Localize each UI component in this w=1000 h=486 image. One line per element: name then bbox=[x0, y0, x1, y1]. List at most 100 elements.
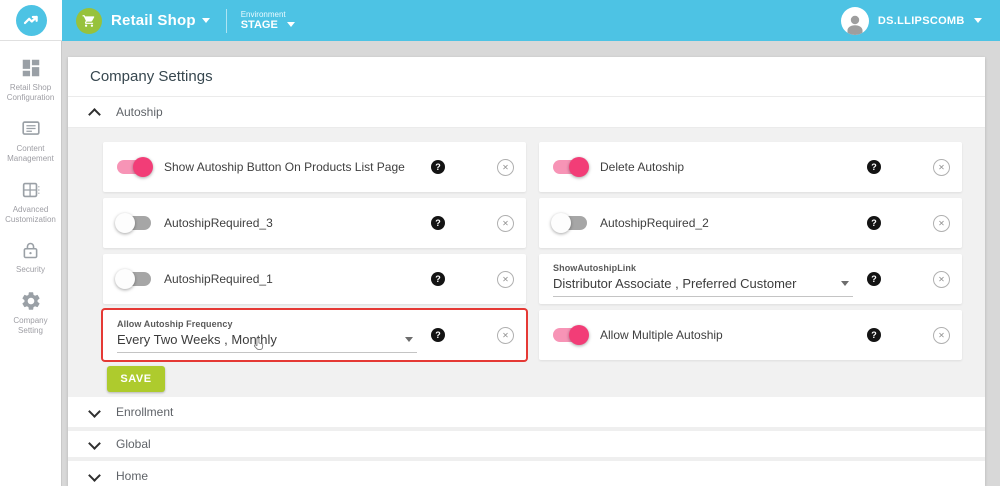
accordion-global[interactable]: Global bbox=[68, 431, 985, 457]
setting-card-show-autoship-link: ShowAutoshipLink Distributor Associate ,… bbox=[539, 254, 962, 304]
show-autoship-link-dropdown[interactable]: ShowAutoshipLink Distributor Associate ,… bbox=[553, 261, 853, 297]
shop-cart-icon bbox=[76, 7, 102, 34]
chevron-down-icon bbox=[90, 407, 100, 417]
toggle-knob bbox=[551, 213, 571, 233]
setting-label: Show Autoship Button On Products List Pa… bbox=[164, 160, 405, 174]
accordion-enrollment[interactable]: Enrollment bbox=[68, 397, 985, 427]
toggle-switch[interactable] bbox=[115, 213, 151, 233]
accordion-title: Global bbox=[116, 437, 151, 451]
help-icon[interactable]: ? bbox=[431, 160, 445, 174]
setting-label: Delete Autoship bbox=[600, 160, 685, 174]
help-icon[interactable]: ? bbox=[431, 272, 445, 286]
setting-card-autoship-required-3: AutoshipRequired_3 ? ✕ bbox=[103, 198, 526, 248]
main-panel: Company Settings Autoship Show Autoship … bbox=[68, 57, 985, 486]
toggle-switch[interactable] bbox=[115, 269, 151, 289]
accordion-home[interactable]: Home bbox=[68, 461, 985, 486]
help-icon[interactable]: ? bbox=[431, 328, 445, 342]
toggle-switch[interactable] bbox=[117, 157, 153, 177]
setting-label: Allow Multiple Autoship bbox=[600, 328, 723, 342]
remove-icon[interactable]: ✕ bbox=[933, 158, 950, 176]
chevron-down-icon bbox=[974, 18, 982, 24]
environment-value: STAGE bbox=[241, 19, 295, 32]
avatar[interactable] bbox=[840, 6, 869, 35]
setting-label: AutoshipRequired_1 bbox=[164, 272, 273, 286]
toggle-switch[interactable] bbox=[551, 213, 587, 233]
sidebar-item-retail-shop-configuration[interactable]: Retail Shop Configuration bbox=[0, 57, 61, 103]
remove-icon[interactable]: ✕ bbox=[497, 326, 514, 344]
sidebar-item-label: Advanced Customization bbox=[5, 205, 56, 224]
environment-label: Environment bbox=[240, 9, 286, 19]
dropdown-label: Allow Autoship Frequency bbox=[117, 319, 233, 329]
remove-icon[interactable]: ✕ bbox=[497, 214, 514, 232]
accordion-autoship[interactable]: Autoship bbox=[68, 97, 985, 128]
chevron-down-icon bbox=[90, 471, 100, 481]
toggle-knob bbox=[569, 157, 589, 177]
section-divider bbox=[68, 427, 985, 431]
hand-pointer-cursor-icon bbox=[251, 336, 266, 356]
sidebar-item-label: Security bbox=[16, 265, 45, 274]
user-menu[interactable]: DS.LLIPSCOMB bbox=[878, 15, 982, 27]
setting-card-show-autoship-button: Show Autoship Button On Products List Pa… bbox=[103, 142, 526, 192]
accordion-title: Home bbox=[116, 469, 149, 483]
toggle-knob bbox=[569, 325, 589, 345]
gear-icon bbox=[21, 292, 40, 310]
lock-icon bbox=[23, 242, 38, 259]
chevron-up-icon bbox=[90, 107, 100, 117]
left-sidebar: Retail Shop Configuration Content Manage… bbox=[0, 41, 62, 486]
setting-card-autoship-required-2: AutoshipRequired_2 ? ✕ bbox=[539, 198, 962, 248]
section-divider bbox=[68, 457, 985, 461]
help-icon[interactable]: ? bbox=[431, 216, 445, 230]
dropdown-value: Every Two Weeks , Monthly bbox=[117, 332, 277, 347]
remove-icon[interactable]: ✕ bbox=[497, 158, 514, 176]
remove-icon[interactable]: ✕ bbox=[933, 270, 950, 288]
setting-label: AutoshipRequired_2 bbox=[600, 216, 709, 230]
sidebar-item-security[interactable]: Security bbox=[0, 240, 61, 275]
sidebar-item-label: Company Setting bbox=[13, 316, 48, 335]
sidebar-item-label: Retail Shop Configuration bbox=[6, 83, 55, 102]
save-button[interactable]: SAVE bbox=[107, 366, 165, 392]
toggle-knob bbox=[133, 157, 153, 177]
sidebar-item-advanced-customization[interactable]: Advanced Customization bbox=[0, 179, 61, 225]
remove-icon[interactable]: ✕ bbox=[933, 214, 950, 232]
dropdown-value: Distributor Associate , Preferred Custom… bbox=[553, 276, 797, 291]
chevron-down-icon bbox=[90, 439, 100, 449]
setting-card-delete-autoship: Delete Autoship ? ✕ bbox=[539, 142, 962, 192]
accordion-title: Autoship bbox=[116, 105, 163, 119]
sidebar-item-company-setting[interactable]: Company Setting bbox=[0, 290, 61, 336]
toggle-knob bbox=[115, 269, 135, 289]
toggle-knob bbox=[115, 213, 135, 233]
toggle-switch[interactable] bbox=[553, 157, 589, 177]
page-title: Company Settings bbox=[90, 68, 213, 85]
caret-down-icon bbox=[841, 281, 849, 286]
content-icon bbox=[21, 121, 40, 135]
dashboard-icon bbox=[22, 59, 39, 77]
setting-card-autoship-required-1: AutoshipRequired_1 ? ✕ bbox=[103, 254, 526, 304]
help-icon[interactable]: ? bbox=[867, 216, 881, 230]
brand-selector[interactable]: Retail Shop bbox=[111, 12, 196, 29]
setting-card-allow-multiple-autoship: Allow Multiple Autoship ? ✕ bbox=[539, 310, 962, 360]
caret-down-icon bbox=[405, 337, 413, 342]
toggle-switch[interactable] bbox=[553, 325, 589, 345]
dropdown-label: ShowAutoshipLink bbox=[553, 263, 637, 273]
setting-label: AutoshipRequired_3 bbox=[164, 216, 273, 230]
setting-card-allow-autoship-frequency: Allow Autoship Frequency Every Two Weeks… bbox=[103, 310, 526, 360]
remove-icon[interactable]: ✕ bbox=[497, 270, 514, 288]
widgets-icon bbox=[22, 182, 40, 198]
page-title-row: Company Settings bbox=[68, 57, 985, 97]
allow-autoship-frequency-dropdown[interactable]: Allow Autoship Frequency Every Two Weeks… bbox=[117, 317, 417, 353]
environment-selector[interactable]: Environment STAGE bbox=[241, 10, 295, 32]
remove-icon[interactable]: ✕ bbox=[933, 326, 950, 344]
settings-grid: Show Autoship Button On Products List Pa… bbox=[103, 142, 962, 360]
accordion-title: Enrollment bbox=[116, 405, 174, 419]
top-header-bar: Retail Shop Environment STAGE DS.LLIPSCO… bbox=[0, 0, 1000, 41]
app-logo[interactable] bbox=[0, 0, 62, 41]
sidebar-item-label: Content Management bbox=[7, 144, 54, 163]
sidebar-item-content-management[interactable]: Content Management bbox=[0, 118, 61, 164]
help-icon[interactable]: ? bbox=[867, 160, 881, 174]
chevron-down-icon bbox=[201, 18, 210, 23]
chevron-down-icon bbox=[286, 22, 295, 28]
header-divider bbox=[225, 8, 227, 33]
help-icon[interactable]: ? bbox=[867, 272, 881, 286]
help-icon[interactable]: ? bbox=[867, 328, 881, 342]
trending-up-logo-icon bbox=[15, 4, 47, 36]
